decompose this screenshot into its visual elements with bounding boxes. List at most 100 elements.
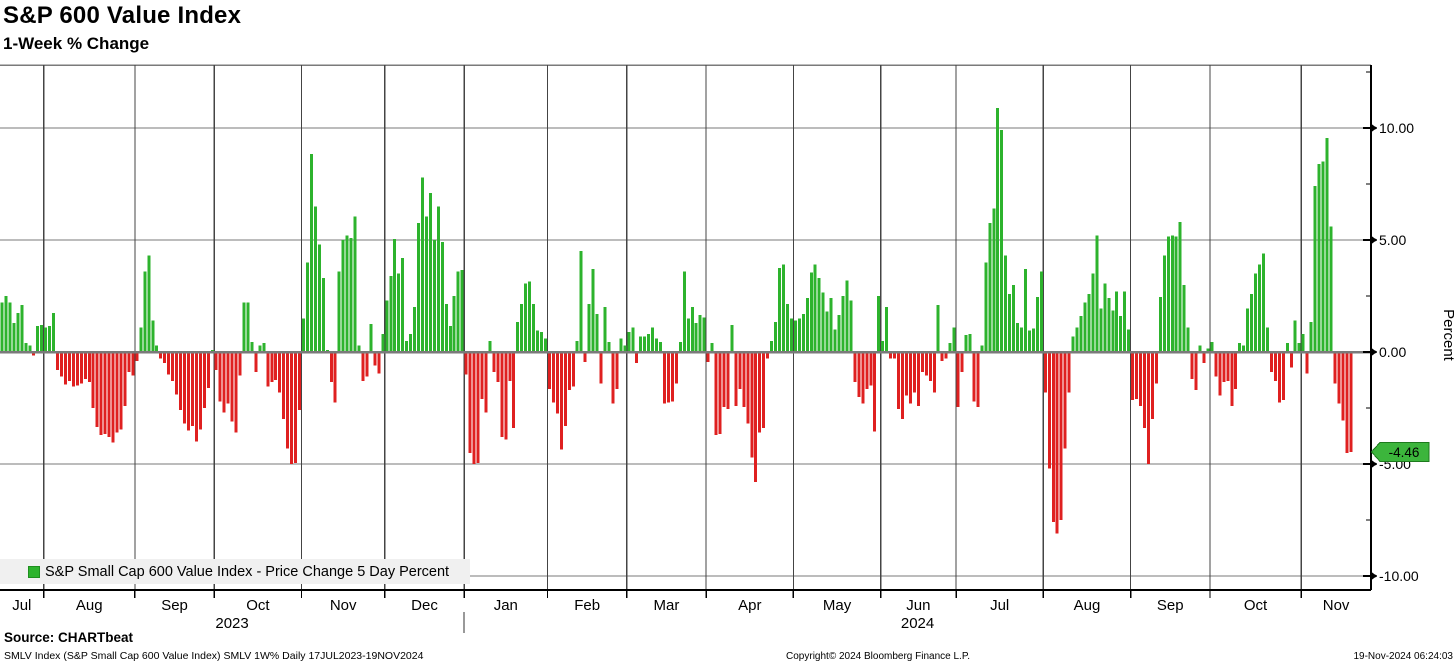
bar <box>230 352 234 422</box>
bar <box>1075 327 1079 352</box>
bar <box>722 352 726 407</box>
bar <box>980 345 984 352</box>
x-axis-year-label: 2024 <box>901 615 934 632</box>
last-value-badge-label: -4.46 <box>1389 445 1420 460</box>
bar <box>222 352 226 413</box>
bar <box>313 206 317 352</box>
bar <box>670 352 674 402</box>
bar <box>155 345 159 352</box>
bar <box>674 352 678 384</box>
bar <box>849 300 853 352</box>
bar <box>1250 293 1254 352</box>
y-tick-arrow-icon <box>1372 124 1378 132</box>
bar <box>480 352 484 400</box>
bar <box>309 153 313 352</box>
bar <box>742 352 746 407</box>
page-title: S&P 600 Value Index <box>3 2 242 29</box>
bar <box>1020 327 1024 352</box>
bar <box>333 352 337 403</box>
bar <box>381 334 385 352</box>
bar <box>694 322 698 352</box>
bar <box>782 264 785 352</box>
bar <box>1265 327 1269 352</box>
bar <box>1079 316 1083 352</box>
bar <box>440 242 444 352</box>
x-axis-month-label: Feb <box>574 597 600 614</box>
x-axis-month-label: Aug <box>1074 597 1101 614</box>
bar <box>337 271 341 352</box>
bar <box>595 313 599 352</box>
bar <box>1027 330 1031 352</box>
bar <box>1063 352 1067 449</box>
bar <box>421 177 424 352</box>
bar <box>52 312 56 352</box>
bar <box>651 327 655 352</box>
bar <box>1333 352 1337 384</box>
bar <box>1008 293 1012 352</box>
bar <box>532 303 536 352</box>
bar <box>1123 291 1127 352</box>
bar <box>520 303 524 352</box>
bar <box>897 352 901 410</box>
bar <box>496 352 500 383</box>
bar <box>865 352 869 389</box>
bar <box>881 340 885 352</box>
bar <box>575 340 579 352</box>
bar <box>167 352 171 375</box>
bar <box>1166 236 1170 352</box>
bar <box>0 302 4 352</box>
bar <box>16 312 20 352</box>
bar <box>1170 235 1174 352</box>
bar <box>936 304 940 352</box>
bar <box>1139 352 1143 406</box>
bar <box>194 352 198 442</box>
bar <box>36 326 40 352</box>
x-axis-month-label: Sep <box>161 597 188 614</box>
bar <box>559 352 563 450</box>
bar <box>1071 336 1075 352</box>
bar <box>413 307 417 352</box>
bar <box>1039 271 1043 352</box>
bar <box>179 352 183 411</box>
bar <box>1285 343 1289 352</box>
bar <box>1174 236 1178 352</box>
bar <box>468 352 472 453</box>
bar <box>63 352 67 385</box>
bar <box>825 311 829 352</box>
bar <box>317 244 321 352</box>
bar <box>555 352 559 414</box>
bar <box>258 345 262 352</box>
bar <box>286 352 290 449</box>
bar <box>837 315 841 352</box>
bar <box>107 352 111 438</box>
bar <box>643 336 647 352</box>
bar <box>1146 352 1150 464</box>
bar <box>1238 343 1242 352</box>
bar <box>968 334 972 352</box>
bar <box>563 352 567 426</box>
bar <box>758 352 762 433</box>
bar <box>119 352 123 430</box>
security-detail-label: SMLV Index (S&P Small Cap 600 Value Inde… <box>4 650 424 662</box>
bar <box>40 325 44 352</box>
bar <box>329 352 333 383</box>
bar <box>254 352 258 373</box>
bar <box>809 272 813 352</box>
bar <box>1202 352 1206 364</box>
bar <box>444 303 448 352</box>
bar <box>436 206 440 352</box>
bar <box>139 327 143 352</box>
bar <box>662 352 666 404</box>
copyright-label: Copyright© 2024 Bloomberg Finance L.P. <box>786 651 970 662</box>
bar <box>182 352 186 424</box>
bar <box>607 341 611 352</box>
bar <box>1210 341 1214 352</box>
y-tick-arrow-icon <box>1372 572 1378 580</box>
bar <box>952 327 956 352</box>
bar <box>635 352 639 364</box>
bar <box>464 352 468 375</box>
bar <box>218 352 222 402</box>
bar <box>186 352 190 431</box>
x-axis-month-label: Oct <box>246 597 270 614</box>
